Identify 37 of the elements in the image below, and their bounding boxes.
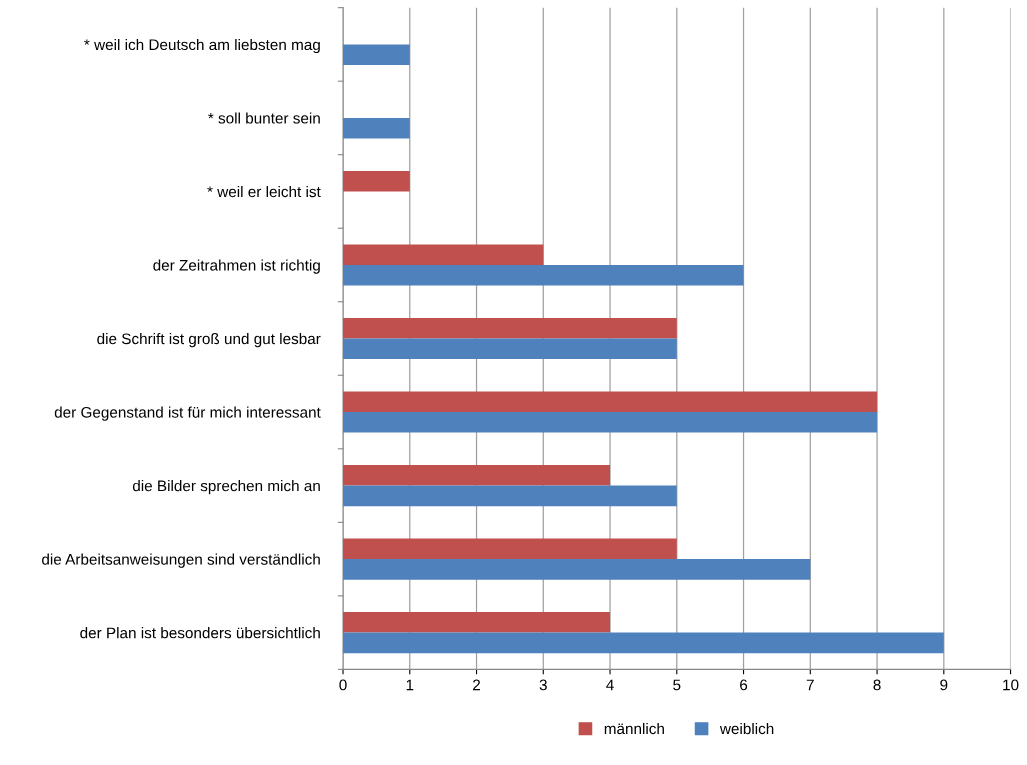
x-tick-label: 10	[1003, 679, 1019, 691]
x-tick-label: 1	[406, 679, 414, 691]
y-tick-label: die Bilder sprechen mich an	[132, 480, 320, 495]
bar	[343, 485, 677, 507]
bar	[343, 464, 611, 486]
y-tick-label: der Plan ist besonders übersichtlich	[80, 627, 320, 639]
bar	[343, 317, 677, 339]
legend-label: weiblich	[719, 722, 774, 735]
bar	[343, 612, 611, 633]
bar	[343, 559, 811, 580]
bar	[343, 391, 878, 413]
bar	[343, 538, 677, 560]
y-tick-label: der Gegenstand ist für mich interessant	[54, 406, 321, 421]
y-tick-label: * weil ich Deutsch am liebsten mag	[84, 38, 320, 54]
x-tick-label: 0	[339, 679, 347, 691]
y-tick-label: der Zeitrahmen ist richtig	[153, 259, 320, 274]
x-tick-label: 6	[740, 679, 748, 691]
y-tick-label: * soll bunter sein	[208, 112, 320, 124]
bar	[343, 117, 410, 139]
bar	[343, 412, 878, 433]
bar	[343, 44, 410, 65]
y-tick-label: * weil er leicht ist	[207, 185, 321, 198]
legend-label: männlich	[604, 722, 664, 735]
x-tick-label: 7	[806, 679, 814, 691]
x-tick-label: 5	[673, 679, 681, 691]
x-tick-label: 4	[606, 679, 614, 691]
bar	[343, 170, 410, 192]
x-tick-label: 9	[940, 679, 948, 691]
y-tick-label: die Schrift ist groß und gut lesbar	[97, 332, 321, 348]
y-tick-label: die Arbeitsanweisungen sind verständlich	[42, 553, 320, 568]
x-tick-label: 8	[873, 679, 881, 691]
x-tick-label: 2	[473, 679, 481, 691]
bar	[343, 632, 944, 654]
x-tick-label: 3	[539, 679, 547, 691]
bar	[343, 338, 677, 360]
bar	[343, 244, 544, 265]
bar	[343, 264, 744, 286]
